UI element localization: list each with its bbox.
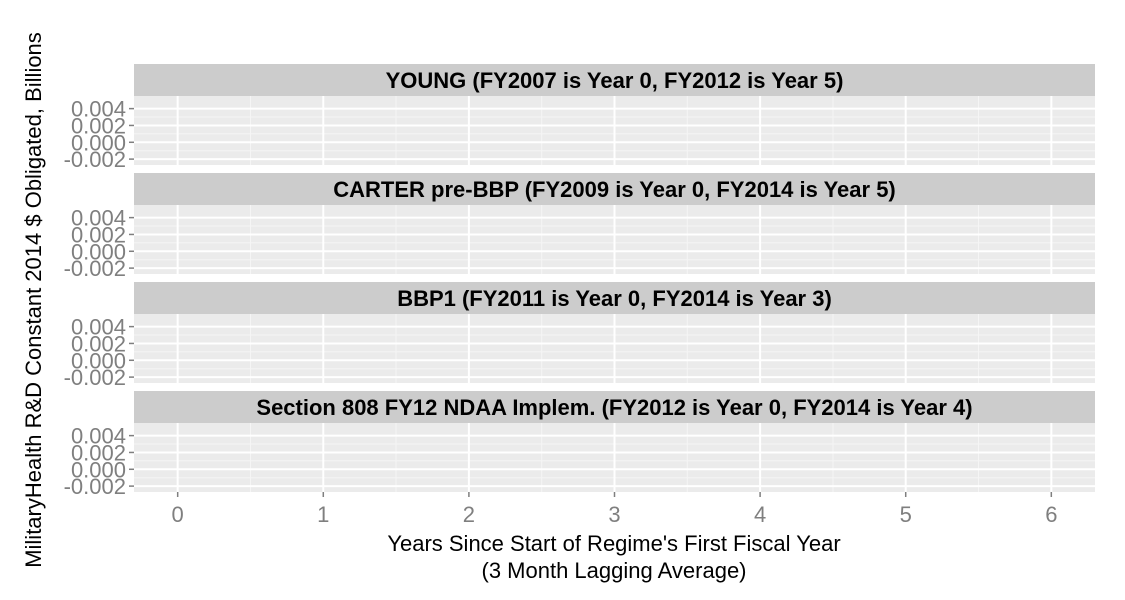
x-axis-title: Years Since Start of Regime's First Fisc… <box>387 531 840 556</box>
y-tick-label: 0.004 <box>71 97 126 122</box>
y-tick-label: 0.004 <box>71 315 126 340</box>
y-tick-label: 0.000 <box>71 130 126 155</box>
y-tick-label: 0.002 <box>71 222 126 247</box>
y-tick-label: -0.002 <box>64 474 126 499</box>
x-tick-label: 5 <box>900 502 912 527</box>
x-tick-label: 0 <box>172 502 184 527</box>
x-tick-label: 6 <box>1045 502 1057 527</box>
facet-strip <box>134 391 1095 423</box>
facet-strip <box>134 64 1095 96</box>
y-tick-label: 0.004 <box>71 206 126 231</box>
y-tick-label: 0.002 <box>71 113 126 138</box>
facet-strip <box>134 173 1095 205</box>
y-tick-label: 0.002 <box>71 440 126 465</box>
facet-strip-label: YOUNG (FY2007 is Year 0, FY2012 is Year … <box>386 68 844 93</box>
facet-strip <box>134 282 1095 314</box>
y-tick-label: 0.000 <box>71 457 126 482</box>
facet-strip-label: BBP1 (FY2011 is Year 0, FY2014 is Year 3… <box>397 286 832 311</box>
x-axis: 0 1 2 3 4 5 6 <box>172 492 1057 527</box>
x-tick-label: 2 <box>463 502 475 527</box>
y-tick-label: -0.002 <box>64 147 126 172</box>
y-tick-label: 0.004 <box>71 424 126 449</box>
y-tick-label: -0.002 <box>64 256 126 281</box>
x-tick-label: 3 <box>608 502 620 527</box>
x-tick-label: 1 <box>317 502 329 527</box>
y-tick-label: 0.000 <box>71 348 126 373</box>
facet-strip-label: Section 808 FY12 NDAA Implem. (FY2012 is… <box>256 395 972 420</box>
facet-3: Section 808 FY12 NDAA Implem. (FY2012 is… <box>64 391 1095 499</box>
facet-2: BBP1 (FY2011 is Year 0, FY2014 is Year 3… <box>64 282 1095 390</box>
facet-1: CARTER pre-BBP (FY2009 is Year 0, FY2014… <box>64 173 1095 281</box>
facet-panels: YOUNG (FY2007 is Year 0, FY2012 is Year … <box>64 64 1095 499</box>
y-tick-label: -0.002 <box>64 365 126 390</box>
x-axis-subtitle: (3 Month Lagging Average) <box>482 558 747 583</box>
y-tick-label: 0.002 <box>71 331 126 356</box>
y-tick-label: 0.000 <box>71 239 126 264</box>
x-tick-label: 4 <box>754 502 766 527</box>
facet-0: YOUNG (FY2007 is Year 0, FY2012 is Year … <box>64 64 1095 172</box>
facet-strip-label: CARTER pre-BBP (FY2009 is Year 0, FY2014… <box>333 177 896 202</box>
y-axis-title: MilitaryHealth R&D Constant 2014 $ Oblig… <box>21 32 46 568</box>
